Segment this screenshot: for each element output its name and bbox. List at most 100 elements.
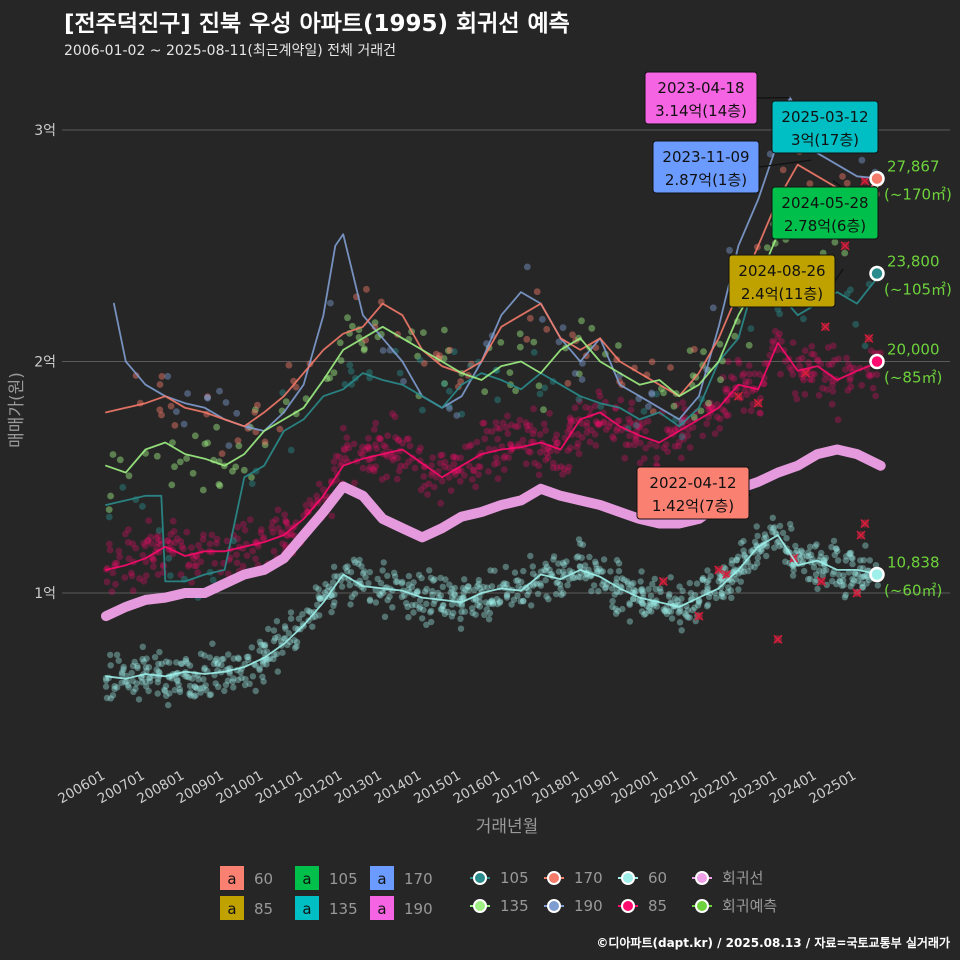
scatter-point-60 (744, 554, 751, 562)
scatter-point-85 (564, 428, 572, 436)
scatter-point-60 (270, 655, 277, 663)
scatter-point-60 (193, 685, 201, 692)
scatter-point-60 (576, 563, 583, 570)
scatter-point-85 (810, 351, 818, 358)
scatter-point-85 (343, 441, 351, 449)
scatter-point-60 (209, 640, 216, 647)
scatter-point-85 (653, 442, 660, 450)
scatter-point-60 (741, 553, 748, 560)
legend-box-glyph: a (302, 900, 311, 918)
scatter-point-85 (113, 559, 121, 567)
scatter-point-105 (416, 356, 424, 364)
legend-box-label: 190 (404, 900, 433, 918)
scatter-point-85 (389, 410, 396, 418)
legend-line-marker (473, 871, 487, 885)
scatter-point-60 (755, 549, 763, 556)
scatter-point-60 (803, 553, 810, 560)
scatter-point-60 (488, 583, 496, 590)
scatter-point-60 (256, 665, 263, 672)
scatter-point-60 (361, 568, 368, 575)
scatter-point-85 (493, 424, 501, 432)
scatter-point-60 (503, 592, 511, 599)
scatter-point-60 (201, 666, 208, 673)
scatter-point-105 (640, 408, 648, 415)
scatter-point-85 (141, 542, 149, 550)
scatter-point-85 (553, 431, 561, 439)
scatter-point-85 (834, 416, 842, 424)
scatter-point-170 (363, 285, 370, 293)
scatter-point-60 (699, 576, 706, 583)
scatter-point-60 (429, 587, 436, 595)
scatter-point-105 (287, 446, 295, 454)
scatter-point-190 (559, 324, 567, 331)
scatter-point-60 (533, 580, 540, 587)
legend-line-label: 135 (500, 897, 529, 915)
scatter-point-85 (170, 528, 178, 535)
scatter-point-60 (761, 535, 768, 542)
scatter-point-60 (755, 545, 762, 552)
scatter-point-60 (481, 611, 488, 618)
scatter-point-60 (441, 610, 448, 618)
scatter-point-60 (366, 597, 374, 604)
scatter-point-60 (413, 588, 421, 596)
scatter-point-60 (541, 566, 548, 574)
scatter-point-85 (150, 556, 157, 564)
scatter-point-85 (282, 518, 290, 526)
scatter-point-60 (676, 607, 683, 615)
scatter-point-170 (156, 381, 164, 388)
scatter-point-85 (559, 470, 566, 478)
scatter-point-85 (628, 399, 636, 407)
scatter-point-85 (153, 543, 160, 551)
scatter-point-60 (420, 606, 427, 614)
scatter-point-60 (271, 635, 279, 642)
scatter-point-60 (380, 589, 387, 597)
scatter-point-60 (618, 575, 626, 582)
scatter-point-170 (432, 350, 440, 358)
scatter-point-85 (625, 415, 633, 423)
scatter-point-60 (142, 664, 150, 671)
legend-box-swatch (295, 866, 319, 890)
scatter-point-105 (847, 286, 854, 294)
scatter-point-60 (476, 603, 483, 610)
legend-box-label: 105 (329, 870, 358, 888)
scatter-point-85 (828, 360, 836, 368)
scatter-point-60 (280, 635, 288, 642)
legend-box-glyph: a (377, 900, 386, 918)
scatter-point-60 (638, 608, 646, 615)
scatter-point-85 (745, 362, 753, 369)
scatter-point-85 (240, 520, 247, 528)
scatter-point-85 (685, 426, 692, 433)
scatter-point-60 (429, 591, 436, 598)
legend-box-label: 170 (404, 870, 433, 888)
scatter-point-85 (757, 410, 764, 417)
scatter-point-60 (270, 637, 278, 645)
scatter-point-190 (648, 389, 655, 397)
scatter-point-60 (259, 660, 267, 668)
scatter-point-85 (678, 454, 685, 462)
scatter-point-85 (567, 444, 574, 452)
scatter-point-60 (569, 574, 577, 582)
scatter-point-85 (500, 466, 508, 473)
scatter-point-105 (852, 320, 860, 328)
scatter-point-60 (423, 621, 430, 628)
scatter-point-190 (164, 372, 172, 380)
scatter-point-60 (812, 571, 820, 578)
scatter-point-135 (831, 238, 839, 246)
scatter-point-85 (637, 439, 644, 447)
scatter-point-60 (143, 655, 150, 662)
scatter-point-85 (724, 386, 731, 393)
scatter-point-85 (664, 448, 671, 455)
scatter-point-60 (553, 579, 560, 587)
legend-box-glyph: a (227, 870, 236, 888)
scatter-point-85 (313, 492, 321, 500)
scatter-point-60 (718, 590, 726, 597)
scatter-point-85 (144, 536, 152, 544)
scatter-point-85 (512, 423, 519, 430)
scatter-point-85 (195, 541, 202, 549)
scatter-point-85 (771, 327, 779, 335)
scatter-point-60 (331, 599, 338, 606)
scatter-point-85 (243, 552, 251, 559)
scatter-point-60 (758, 547, 765, 555)
scatter-point-135 (125, 472, 133, 480)
